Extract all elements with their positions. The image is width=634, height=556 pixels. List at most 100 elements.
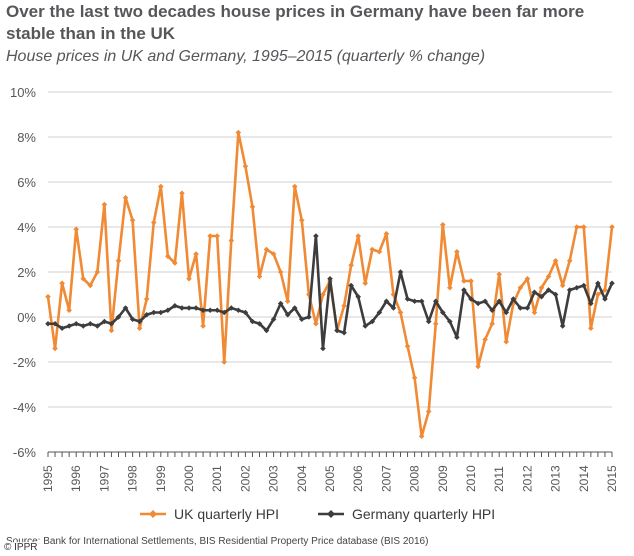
- data-point: [489, 307, 495, 314]
- data-point: [348, 262, 354, 269]
- series: [45, 129, 615, 440]
- data-point: [595, 280, 601, 287]
- data-point: [369, 318, 376, 325]
- data-point: [609, 224, 615, 230]
- data-point: [108, 320, 115, 327]
- data-point: [101, 318, 108, 325]
- data-point: [256, 320, 263, 327]
- data-point: [440, 221, 446, 228]
- data-point: [87, 282, 94, 289]
- data-point: [214, 307, 220, 314]
- data-point: [559, 323, 566, 329]
- axes: -6% -4% -2% 0% 2% 4% 6% 8% 10% 1995 1996 1997 1998 19…: [10, 85, 619, 492]
- data-point: [249, 203, 256, 210]
- data-point: [263, 246, 270, 253]
- data-point: [221, 359, 228, 365]
- source-note: Source: Bank for International Settlemen…: [6, 536, 429, 547]
- x-tick-label: 2007: [379, 465, 393, 492]
- data-point: [538, 293, 545, 300]
- data-point: [172, 260, 178, 266]
- data-point: [284, 298, 291, 305]
- data-point: [559, 282, 566, 289]
- data-point: [200, 323, 206, 329]
- x-tick-label: 2011: [492, 466, 506, 492]
- legend-item: Germany quarterly HPI: [318, 506, 495, 522]
- data-point: [320, 291, 326, 298]
- data-point: [270, 251, 277, 257]
- data-point: [432, 320, 439, 327]
- data-point: [566, 287, 573, 293]
- data-point: [80, 275, 87, 282]
- data-point: [383, 298, 390, 305]
- data-point: [482, 336, 488, 343]
- data-point: [299, 217, 305, 224]
- x-tick-label: 2003: [267, 465, 281, 492]
- legend-item: UK quarterly HPI: [140, 506, 279, 522]
- data-point: [517, 284, 524, 291]
- data-point: [489, 320, 495, 327]
- data-point: [531, 309, 538, 316]
- data-point: [122, 305, 129, 311]
- chart-subtitle: House prices in UK and Germany, 1995–201…: [6, 48, 486, 65]
- data-point: [482, 298, 488, 305]
- data-point: [327, 275, 333, 282]
- data-point: [588, 300, 594, 307]
- data-point: [566, 257, 573, 264]
- data-point: [291, 305, 298, 311]
- germany-series: [45, 233, 615, 352]
- data-point: [249, 318, 256, 325]
- data-point: [355, 293, 361, 300]
- y-tick-label: 8%: [17, 130, 36, 145]
- data-point: [475, 300, 481, 307]
- data-point: [129, 217, 136, 224]
- data-point: [45, 293, 51, 300]
- data-point: [595, 291, 601, 298]
- data-point: [581, 282, 587, 289]
- data-point: [136, 325, 143, 332]
- data-point: [94, 323, 101, 329]
- data-point: [362, 280, 369, 287]
- germany-series-line: [48, 234, 614, 350]
- credit-label: © IPPR: [2, 542, 40, 553]
- data-point: [461, 287, 467, 293]
- data-point: [517, 305, 524, 311]
- data-point: [461, 278, 467, 284]
- legend-label: UK quarterly HPI: [174, 506, 279, 522]
- data-point: [115, 257, 122, 264]
- x-tick-label: 2013: [549, 465, 563, 492]
- legend-label: Germany quarterly HPI: [352, 506, 495, 522]
- data-point: [348, 282, 354, 289]
- data-point: [503, 309, 510, 316]
- data-point: [179, 190, 185, 197]
- x-tick-label: 2000: [182, 465, 196, 492]
- data-point: [531, 289, 538, 296]
- data-point: [602, 296, 608, 302]
- data-point: [193, 251, 199, 257]
- data-point: [299, 316, 305, 323]
- data-point: [588, 325, 594, 332]
- data-point: [186, 305, 192, 311]
- data-point: [284, 311, 291, 318]
- x-tick-label: 2004: [295, 465, 309, 492]
- data-point: [581, 224, 587, 230]
- data-point: [122, 194, 129, 201]
- data-point: [193, 305, 199, 311]
- data-point: [404, 343, 411, 350]
- data-point: [115, 314, 122, 320]
- data-point: [383, 230, 390, 237]
- data-point: [313, 320, 319, 327]
- data-point: [200, 307, 206, 314]
- data-point: [45, 320, 51, 327]
- y-tick-label: 10%: [10, 85, 36, 100]
- data-point: [468, 296, 474, 302]
- data-point: [277, 269, 284, 275]
- gridlines: [48, 91, 612, 453]
- data-point: [376, 309, 383, 316]
- x-tick-label: 2001: [210, 465, 224, 492]
- data-point: [369, 246, 376, 253]
- data-point: [524, 305, 531, 311]
- data-point: [418, 298, 425, 305]
- y-tick-label: 2%: [17, 265, 36, 280]
- data-point: [165, 253, 171, 260]
- x-tick-label: 1999: [154, 465, 168, 492]
